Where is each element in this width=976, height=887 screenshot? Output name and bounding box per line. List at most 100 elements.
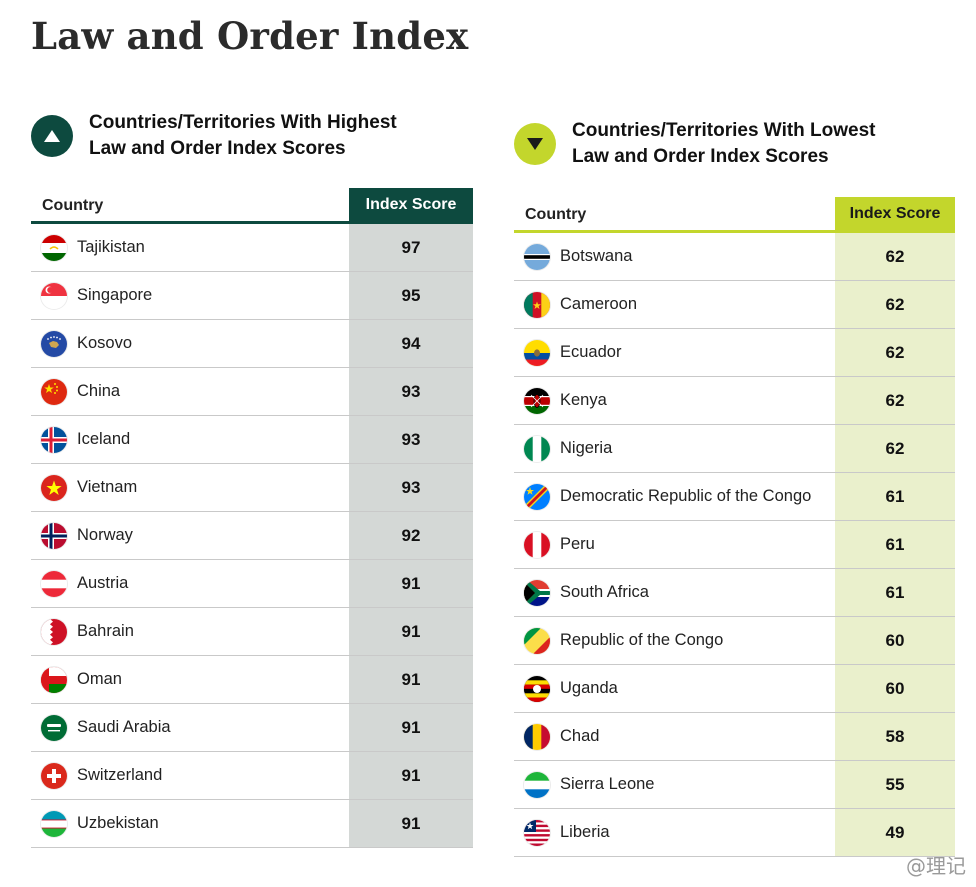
peru-flag-icon bbox=[524, 531, 550, 558]
country-cell: Botswana bbox=[514, 233, 835, 280]
table-row: Kenya 62 bbox=[514, 377, 955, 425]
country-cell: Singapore bbox=[31, 272, 349, 319]
index-score-cell: 93 bbox=[349, 464, 473, 511]
country-name: Vietnam bbox=[77, 478, 138, 496]
country-cell: Tajikistan bbox=[31, 224, 349, 271]
bahrain-flag-icon bbox=[41, 618, 67, 645]
liberia-flag-icon bbox=[524, 819, 550, 846]
table-row: Tajikistan 97 bbox=[31, 224, 473, 272]
country-name: Saudi Arabia bbox=[77, 718, 171, 736]
index-score-cell: 91 bbox=[349, 560, 473, 607]
highest-panel-heading: Countries/Territories With Highest Law a… bbox=[89, 112, 397, 159]
saudi-arabia-flag-icon bbox=[41, 714, 67, 741]
index-score-cell: 60 bbox=[835, 665, 955, 712]
country-cell: Liberia bbox=[514, 809, 835, 856]
lowest-scores-table: Country Index Score Botswana 62 Cameroon 62… bbox=[514, 197, 955, 857]
country-name: Singapore bbox=[77, 286, 153, 304]
congo-flag-icon bbox=[524, 627, 550, 654]
country-cell: Vietnam bbox=[31, 464, 349, 511]
index-score-cell: 94 bbox=[349, 320, 473, 367]
table-row: Botswana 62 bbox=[514, 233, 955, 281]
table-row: Peru 61 bbox=[514, 521, 955, 569]
table-row: Ecuador 62 bbox=[514, 329, 955, 377]
table-row: Sierra Leone 55 bbox=[514, 761, 955, 809]
country-cell: Ecuador bbox=[514, 329, 835, 376]
index-score-cell: 55 bbox=[835, 761, 955, 808]
country-cell: Iceland bbox=[31, 416, 349, 463]
index-score-cell: 49 bbox=[835, 809, 955, 856]
ecuador-flag-icon bbox=[524, 339, 550, 366]
botswana-flag-icon bbox=[524, 243, 550, 270]
country-name: Peru bbox=[560, 535, 595, 553]
country-cell: Saudi Arabia bbox=[31, 704, 349, 751]
index-score-cell: 91 bbox=[349, 608, 473, 655]
country-cell: Uganda bbox=[514, 665, 835, 712]
country-cell: Chad bbox=[514, 713, 835, 760]
highest-scores-panel: Countries/Territories With Highest Law a… bbox=[31, 112, 473, 848]
index-score-cell: 93 bbox=[349, 368, 473, 415]
table-row: Nigeria 62 bbox=[514, 425, 955, 473]
country-name: Austria bbox=[77, 574, 129, 592]
country-cell: Norway bbox=[31, 512, 349, 559]
highest-scores-table: Country Index Score Tajikistan 97 Singapor… bbox=[31, 188, 473, 848]
country-cell: Oman bbox=[31, 656, 349, 703]
triangle-down-icon bbox=[514, 123, 556, 165]
country-name: Liberia bbox=[560, 823, 610, 841]
country-name: Switzerland bbox=[77, 766, 163, 784]
country-name: Chad bbox=[560, 727, 600, 745]
country-name: Kenya bbox=[560, 391, 607, 409]
switzerland-flag-icon bbox=[41, 762, 67, 789]
country-cell: South Africa bbox=[514, 569, 835, 616]
country-name: Botswana bbox=[560, 247, 633, 265]
norway-flag-icon bbox=[41, 522, 67, 549]
country-name: Uganda bbox=[560, 679, 618, 697]
country-name: Democratic Republic of the Congo bbox=[560, 487, 812, 505]
table-row: Vietnam 93 bbox=[31, 464, 473, 512]
singapore-flag-icon bbox=[41, 282, 67, 309]
index-score-cell: 62 bbox=[835, 425, 955, 472]
lowest-panel-header: Countries/Territories With Lowest Law an… bbox=[514, 120, 955, 168]
tajikistan-flag-icon bbox=[41, 234, 67, 261]
table-row: Bahrain 91 bbox=[31, 608, 473, 656]
chad-flag-icon bbox=[524, 723, 550, 750]
index-score-cell: 95 bbox=[349, 272, 473, 319]
china-flag-icon bbox=[41, 378, 67, 405]
country-name: Uzbekistan bbox=[77, 814, 159, 832]
uganda-flag-icon bbox=[524, 675, 550, 702]
index-score-cell: 62 bbox=[835, 281, 955, 328]
table-row: Republic of the Congo 60 bbox=[514, 617, 955, 665]
index-score-cell: 58 bbox=[835, 713, 955, 760]
table-row: China 93 bbox=[31, 368, 473, 416]
table-row: Kosovo 94 bbox=[31, 320, 473, 368]
highest-panel-header: Countries/Territories With Highest Law a… bbox=[31, 112, 473, 160]
index-score-cell: 93 bbox=[349, 416, 473, 463]
country-name: China bbox=[77, 382, 121, 400]
country-cell: Peru bbox=[514, 521, 835, 568]
country-cell: Austria bbox=[31, 560, 349, 607]
iceland-flag-icon bbox=[41, 426, 67, 453]
kosovo-flag-icon bbox=[41, 330, 67, 357]
index-score-cell: 91 bbox=[349, 800, 473, 847]
country-name: Cameroon bbox=[560, 295, 638, 313]
country-name: Ecuador bbox=[560, 343, 622, 361]
country-cell: China bbox=[31, 368, 349, 415]
index-score-cell: 62 bbox=[835, 377, 955, 424]
index-score-cell: 91 bbox=[349, 656, 473, 703]
country-column-header: Country bbox=[525, 206, 587, 223]
sierra-leone-flag-icon bbox=[524, 771, 550, 798]
country-name: Republic of the Congo bbox=[560, 631, 724, 649]
table-row: Liberia 49 bbox=[514, 809, 955, 857]
country-name: South Africa bbox=[560, 583, 649, 601]
vietnam-flag-icon bbox=[41, 474, 67, 501]
lowest-panel-heading: Countries/Territories With Lowest Law an… bbox=[572, 120, 876, 167]
uzbekistan-flag-icon bbox=[41, 810, 67, 837]
index-score-cell: 60 bbox=[835, 617, 955, 664]
table-row: Chad 58 bbox=[514, 713, 955, 761]
country-cell: Switzerland bbox=[31, 752, 349, 799]
country-name: Oman bbox=[77, 670, 122, 688]
table-row: Democratic Republic of the Congo 61 bbox=[514, 473, 955, 521]
table-row: Oman 91 bbox=[31, 656, 473, 704]
country-cell: Uzbekistan bbox=[31, 800, 349, 847]
index-score-cell: 61 bbox=[835, 473, 955, 520]
index-score-cell: 61 bbox=[835, 521, 955, 568]
